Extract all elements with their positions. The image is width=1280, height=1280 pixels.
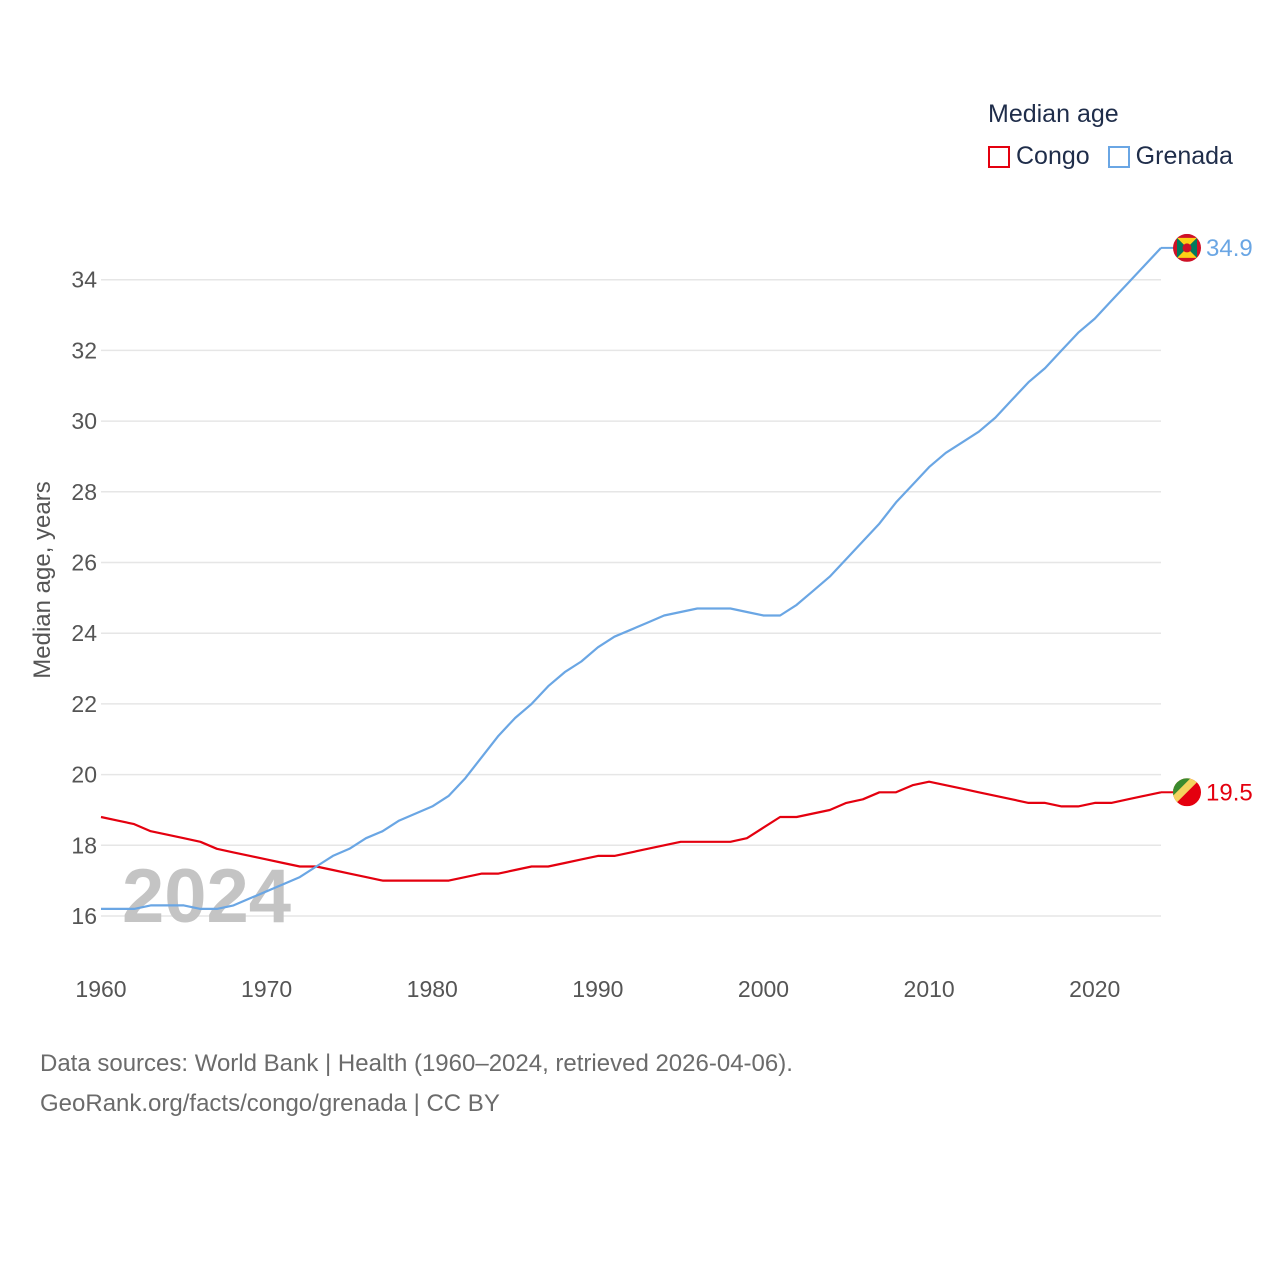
end-label-congo: 19.5 bbox=[1206, 779, 1253, 806]
source-line-2[interactable]: GeoRank.org/facts/congo/grenada | CC BY bbox=[40, 1090, 500, 1117]
legend: Congo Grenada bbox=[988, 142, 1233, 171]
legend-item-grenada[interactable]: Grenada bbox=[1107, 142, 1233, 171]
source-note: Data sources: World Bank | Health (1960–… bbox=[40, 1044, 793, 1124]
series-line-grenada[interactable] bbox=[101, 247, 1162, 911]
series-lines bbox=[100, 247, 1162, 911]
y-tick-label-34: 34 bbox=[71, 267, 97, 293]
x-tick-label-1960: 1960 bbox=[75, 976, 126, 1002]
x-axis-ticks: 1960 1970 1980 1990 2000 2010 2020 bbox=[75, 976, 1120, 1002]
legend-swatch-congo bbox=[988, 145, 1010, 168]
flag-center-grenada bbox=[1182, 243, 1192, 253]
grid-lines bbox=[101, 278, 1161, 917]
x-tick-label-1980: 1980 bbox=[407, 976, 458, 1002]
x-tick-label-2000: 2000 bbox=[738, 976, 789, 1002]
flag-yellow-top-grenada bbox=[1177, 237, 1197, 248]
flag-body-congo bbox=[1173, 778, 1201, 807]
flag-green-right-grenada bbox=[1187, 237, 1197, 258]
flag-yellow-bottom-grenada bbox=[1177, 247, 1197, 258]
flag-green-left-grenada bbox=[1177, 237, 1187, 258]
y-tick-label-18: 18 bbox=[71, 832, 97, 858]
y-tick-label-26: 26 bbox=[71, 550, 97, 576]
y-tick-label-16: 16 bbox=[71, 903, 97, 929]
y-tick-label-24: 24 bbox=[71, 620, 97, 646]
flag-body-grenada bbox=[1173, 233, 1201, 262]
flag-icon-grenada bbox=[1173, 233, 1201, 262]
legend-swatch-grenada bbox=[1107, 145, 1130, 168]
legend-label-grenada: Grenada bbox=[1135, 142, 1233, 170]
end-label-grenada: 34.9 bbox=[1206, 235, 1253, 262]
series-line-congo[interactable] bbox=[100, 780, 1162, 882]
flag-green-congo bbox=[1173, 778, 1191, 796]
legend-item-congo[interactable]: Congo bbox=[988, 142, 1090, 171]
x-tick-label-2020: 2020 bbox=[1069, 976, 1120, 1002]
end-markers: 19.5 34.9 bbox=[1161, 233, 1253, 807]
legend-title: Median age bbox=[988, 100, 1119, 128]
flag-icon-congo bbox=[1173, 778, 1201, 807]
y-axis-label: Median age, years bbox=[29, 481, 56, 678]
y-tick-label-32: 32 bbox=[71, 337, 97, 363]
watermark-year: 2024 bbox=[122, 854, 291, 939]
legend-label-congo: Congo bbox=[1016, 142, 1090, 170]
y-tick-label-22: 22 bbox=[71, 691, 97, 717]
source-line-1: Data sources: World Bank | Health (1960–… bbox=[40, 1050, 793, 1077]
x-tick-label-1990: 1990 bbox=[572, 976, 623, 1002]
y-tick-label-30: 30 bbox=[71, 408, 97, 434]
y-tick-label-20: 20 bbox=[71, 762, 97, 788]
y-axis-ticks: 16 18 20 22 24 26 28 30 32 34 bbox=[71, 267, 97, 929]
x-tick-label-2010: 2010 bbox=[904, 976, 955, 1002]
x-tick-label-1970: 1970 bbox=[241, 976, 292, 1002]
y-tick-label-28: 28 bbox=[71, 479, 97, 505]
